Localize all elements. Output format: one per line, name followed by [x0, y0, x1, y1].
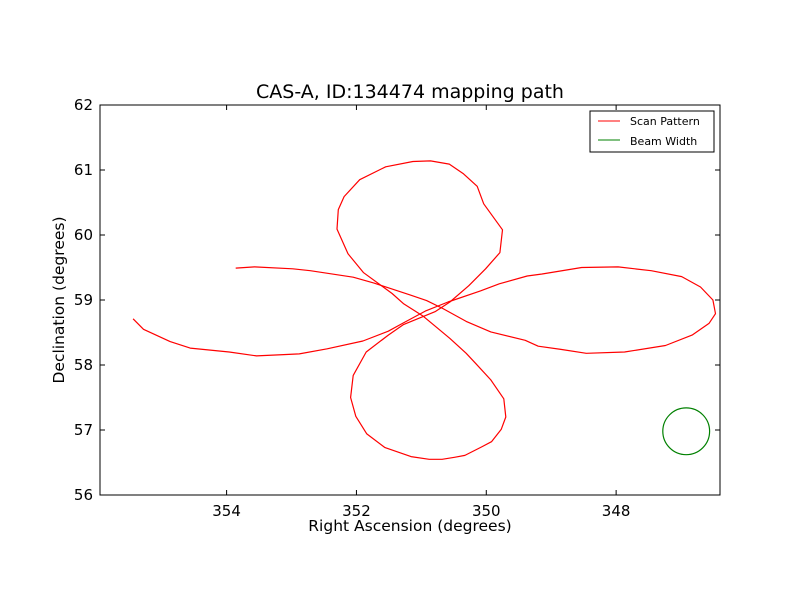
- y-tick-label: 59: [74, 291, 93, 309]
- legend-label-scan-pattern: Scan Pattern: [630, 115, 700, 128]
- y-tick-label: 56: [74, 486, 93, 504]
- x-axis-label: Right Ascension (degrees): [308, 517, 511, 535]
- y-axis-label: Declination (degrees): [50, 216, 68, 383]
- legend-box: [589, 110, 715, 153]
- y-tick-label: 57: [74, 421, 93, 439]
- y-tick-label: 58: [74, 356, 93, 374]
- y-tick-label: 62: [74, 96, 93, 114]
- y-tick-label: 60: [74, 226, 93, 244]
- plot-frame: [99, 104, 721, 496]
- x-tick-label: 348: [602, 502, 631, 520]
- chart-title: CAS-A, ID:134474 mapping path: [256, 81, 564, 103]
- scan-pattern-line-1: [336, 160, 507, 460]
- scan-pattern-line-0: [132, 266, 717, 357]
- y-tick-label: 61: [74, 161, 93, 179]
- legend-label-beam-width: Beam Width: [630, 135, 697, 148]
- legend: Scan Pattern Beam Width: [589, 110, 715, 153]
- x-tick-label: 352: [342, 502, 371, 520]
- beam-width-circle: [662, 407, 711, 456]
- x-tick-label: 350: [472, 502, 501, 520]
- x-tick-label: 354: [212, 502, 241, 520]
